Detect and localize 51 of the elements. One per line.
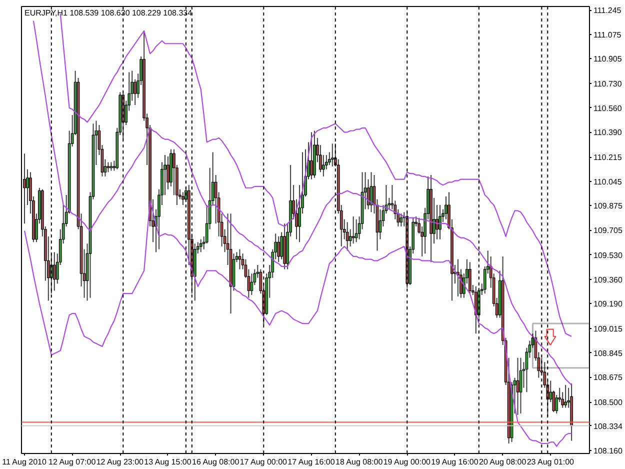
- x-tick-label: 18 Aug 08:00: [336, 458, 384, 466]
- x-tick-label: 13 Aug 15:00: [144, 458, 192, 466]
- candlestick: [346, 222, 349, 252]
- candlestick: [134, 78, 137, 106]
- x-tick-label: 16 Aug 08:00: [192, 458, 240, 466]
- y-tick-label: 108.500: [594, 398, 623, 408]
- ref-line-label: 108.334: [594, 422, 623, 431]
- chart-title: EURJPY,H1 108.539 108.630 108.229 108.334: [24, 8, 193, 18]
- y-tick-label: 109.015: [594, 324, 623, 334]
- y-tick-label: 109.530: [594, 250, 623, 260]
- y-tick-label: 110.390: [594, 128, 622, 138]
- y-tick-label: 109.360: [594, 275, 623, 284]
- candlestick: [238, 248, 242, 270]
- x-tick-label: 12 Aug 23:00: [96, 458, 144, 466]
- x-tick-label: 23 Aug 01:00: [526, 458, 575, 466]
- candlestick: [352, 216, 355, 244]
- y-tick-label: 110.045: [594, 177, 622, 186]
- line-series: [32, 20, 572, 386]
- y-tick-label: 109.875: [594, 202, 623, 211]
- candlestick: [438, 204, 442, 240]
- candlestick: [400, 213, 403, 227]
- y-tick-label: 111.245: [594, 6, 622, 16]
- y-tick-label: 111.075: [594, 30, 622, 40]
- x-tick-label: 19 Aug 00:00: [383, 458, 432, 466]
- y-tick-label: 110.730: [594, 80, 622, 89]
- candlestick: [280, 232, 284, 260]
- y-tick-label: 108.675: [594, 373, 623, 382]
- x-tick-label: 17 Aug 16:00: [288, 458, 336, 466]
- y-tick-label: 110.560: [594, 104, 622, 113]
- x-tick-label: 17 Aug 00:00: [240, 458, 288, 466]
- y-tick-label: 109.190: [594, 300, 623, 309]
- candlestick: [250, 273, 254, 296]
- y-tick-label: 110.905: [594, 54, 622, 64]
- candlestick: [310, 132, 313, 180]
- candlestick: [277, 236, 280, 263]
- line-series: [24, 200, 572, 447]
- x-tick-label: 11 Aug 2010: [2, 458, 47, 466]
- y-tick-label: 108.160: [594, 446, 623, 456]
- candlestick: [436, 204, 438, 240]
- candlestick: [199, 238, 202, 253]
- candlestick: [322, 154, 325, 177]
- candlestick: [354, 218, 358, 243]
- candlestick: [468, 262, 472, 294]
- candlestick: [106, 162, 110, 173]
- y-tick-label: 110.215: [594, 153, 622, 162]
- x-tick-label: 12 Aug 07:00: [48, 458, 96, 466]
- x-tick-label: 20 Aug 08:00: [479, 458, 527, 466]
- x-tick-label: 19 Aug 16:00: [431, 458, 479, 466]
- y-tick-label: 109.705: [594, 226, 623, 235]
- candlestick: [564, 384, 568, 408]
- y-tick-label: 108.845: [594, 348, 623, 358]
